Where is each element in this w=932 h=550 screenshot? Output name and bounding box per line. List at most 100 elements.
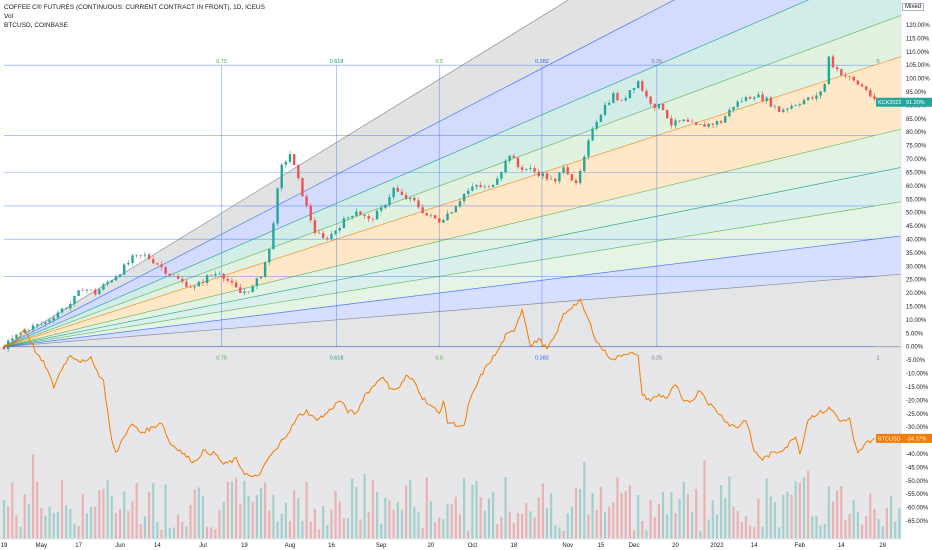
volume-bar <box>736 511 739 539</box>
y-tick-label: 15.00% <box>906 305 927 311</box>
candle-body <box>19 332 22 335</box>
volume-bar <box>794 481 797 539</box>
candle-body <box>392 187 395 198</box>
volume-bar <box>533 517 536 539</box>
x-tick-label: 16 <box>328 543 335 549</box>
series-last-value: -34.17% <box>906 436 927 442</box>
candle-body <box>243 291 246 294</box>
volume-bar <box>616 477 619 539</box>
candle-body <box>85 289 89 291</box>
candle-body <box>255 278 259 287</box>
candle-body <box>707 123 710 127</box>
candle-body <box>218 273 221 275</box>
candle-body <box>93 289 97 295</box>
fan-ray <box>3 167 901 348</box>
time-scale[interactable]: 19 May 17 Jun 14 Jul 19 Aug 16 Sep 20 Oct 18 Nov 15 Dec… <box>0 538 932 550</box>
y-tick-label: 30.00% <box>906 264 927 270</box>
volume-bar <box>425 477 428 539</box>
candle-body <box>384 204 387 208</box>
candle-body <box>35 324 39 326</box>
y-tick-label: 105.00% <box>906 63 930 69</box>
volume-bar <box>44 515 47 539</box>
candle-body <box>326 238 329 239</box>
chart-legend: COFFEE C® FUTURES (CONTINUOUS: CURRENT C… <box>4 3 265 30</box>
candle-body <box>641 81 644 91</box>
volume-bar <box>769 496 772 539</box>
candle-body <box>753 97 756 99</box>
volume-bar <box>400 509 404 539</box>
y-tick-label: 45.00% <box>906 224 927 230</box>
candle-body <box>690 121 694 123</box>
volume-bar <box>807 470 810 539</box>
candle-body <box>719 121 723 123</box>
candle-body <box>554 178 557 182</box>
candle-body <box>773 106 777 107</box>
candle-body <box>131 255 134 263</box>
volume-bar <box>7 506 10 539</box>
volume-bar <box>193 489 196 539</box>
volume-bar <box>657 503 661 539</box>
candle-body <box>379 207 383 211</box>
price-scale-mode-button[interactable]: Mixed <box>902 3 925 11</box>
volume-bar <box>500 516 503 539</box>
y-tick-label: 120.00% <box>906 23 930 29</box>
candle-body <box>226 278 230 281</box>
volume-bar <box>757 498 760 539</box>
volume-bar <box>661 492 665 539</box>
candle-body <box>657 104 661 108</box>
volume-bar <box>118 509 122 539</box>
candle-body <box>292 154 296 166</box>
volume-bar <box>52 512 55 539</box>
volume-bar <box>114 513 118 539</box>
legend-volume[interactable]: Vol <box>4 13 14 20</box>
fan-ray <box>3 273 901 348</box>
x-tick-label: Sep <box>376 543 387 549</box>
x-tick-label: May <box>36 543 47 549</box>
fib-fan-lines[interactable] <box>3 0 901 348</box>
volume-bar <box>703 460 706 539</box>
x-tick-label: Jul <box>199 543 207 549</box>
candle-body <box>164 267 167 274</box>
volume-bar <box>48 506 51 539</box>
volume-histogram <box>2 454 901 539</box>
volume-bar <box>247 496 250 539</box>
candle-body <box>147 254 151 260</box>
volume-bar <box>89 506 93 539</box>
price-scale[interactable]: 120.00% 115.00% 110.00% 105.00% 100.00% 95.00… <box>900 0 932 550</box>
candle-body <box>624 98 627 101</box>
volume-bar <box>649 499 652 539</box>
volume-bar <box>827 486 830 539</box>
volume-bar <box>56 511 59 539</box>
fan-ray <box>3 56 901 348</box>
legend-compare-series[interactable]: BTCUSD, COINBASE <box>4 22 68 29</box>
volume-bar <box>869 493 872 539</box>
volume-bar <box>276 521 279 539</box>
candle-body <box>342 218 346 229</box>
candle-body <box>156 263 159 265</box>
volume-bar <box>865 516 868 539</box>
volume-bar <box>69 508 72 539</box>
volume-bar <box>40 507 43 539</box>
candle-body <box>60 308 64 313</box>
legend-main-series[interactable]: COFFEE C® FUTURES (CONTINUOUS: CURRENT C… <box>4 4 265 11</box>
fan-level-label: 0.618 <box>330 356 344 362</box>
volume-bar <box>848 513 851 539</box>
candle-body <box>210 275 213 276</box>
volume-bar <box>537 497 540 539</box>
y-tick-label: 0.00% <box>906 345 924 351</box>
fan-level-label: 0 <box>876 59 879 65</box>
y-tick-label: -5.00% <box>906 358 926 364</box>
volume-bar <box>765 478 768 539</box>
candle-body <box>715 121 719 125</box>
fan-zone <box>0 346 901 539</box>
x-tick-label: 14 <box>154 543 161 549</box>
y-tick-label: 35.00% <box>906 251 927 257</box>
volume-bar <box>197 487 200 539</box>
fan-level-label: 0.5 <box>435 59 443 65</box>
candle-body <box>574 180 578 184</box>
candle-body <box>479 184 482 187</box>
candle-body <box>69 304 72 309</box>
candle-body <box>591 128 594 141</box>
candle-body <box>616 93 619 101</box>
